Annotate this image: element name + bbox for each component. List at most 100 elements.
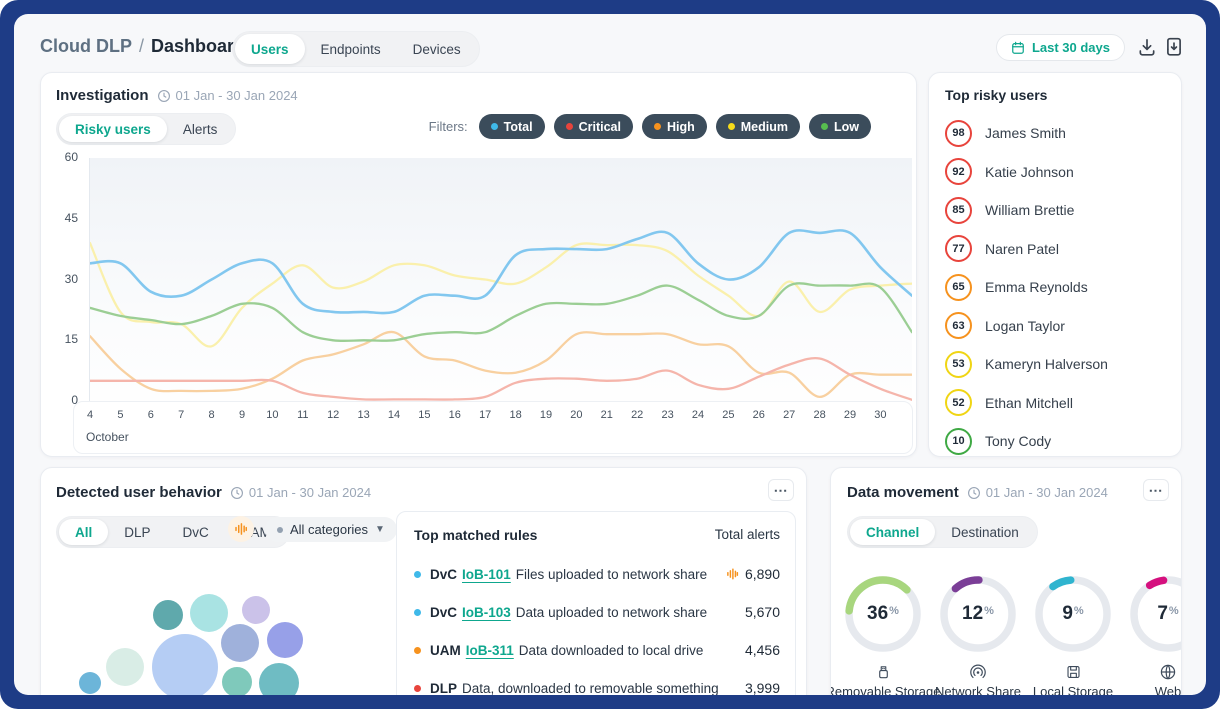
rule-category: DLP xyxy=(430,681,457,696)
rules-header: Top matched rules Total alerts xyxy=(414,527,780,543)
risky-user-item[interactable]: 53Kameryn Halverson xyxy=(945,345,1171,384)
behavior-date-chip: 01 Jan - 30 Jan 2024 xyxy=(230,485,371,500)
x-tick-label: 10 xyxy=(266,409,278,421)
behavior-bubble[interactable] xyxy=(106,648,144,686)
risky-user-item[interactable]: 77Naren Patel xyxy=(945,230,1171,269)
data-movement-tab-channel[interactable]: Channel xyxy=(850,519,935,545)
risky-user-item[interactable]: 65Emma Reynolds xyxy=(945,268,1171,307)
investigation-tab-alerts[interactable]: Alerts xyxy=(167,116,234,142)
filter-pill-critical[interactable]: Critical xyxy=(554,114,633,139)
rule-category: DvC xyxy=(430,605,457,620)
filter-pill-total[interactable]: Total xyxy=(479,114,545,139)
behavior-bubble[interactable] xyxy=(259,663,299,695)
behavior-bubble[interactable] xyxy=(242,596,270,624)
series-line-total xyxy=(90,230,912,313)
rule-severity-dot-icon xyxy=(414,571,421,578)
tab-devices[interactable]: Devices xyxy=(397,34,477,64)
behavior-tab-dvc[interactable]: DvC xyxy=(167,519,225,545)
risky-users-list: 98James Smith92Katie Johnson85William Br… xyxy=(945,114,1171,457)
filter-pill-low[interactable]: Low xyxy=(809,114,871,139)
behavior-bubble[interactable] xyxy=(222,667,252,695)
x-tick-label: 30 xyxy=(874,409,886,421)
download-icon[interactable] xyxy=(1136,37,1158,59)
investigation-title: Investigation xyxy=(56,87,149,104)
risky-user-item[interactable]: 10Tony Cody xyxy=(945,422,1171,457)
donut-percent-value: 9 xyxy=(1062,603,1073,625)
behavior-menu-button[interactable]: ⋯ xyxy=(768,479,794,501)
dashboard-app: Cloud DLP / Dashboards UsersEndpointsDev… xyxy=(14,14,1206,695)
investigation-tab-risky-users[interactable]: Risky users xyxy=(59,116,167,142)
filter-label: Critical xyxy=(579,120,621,134)
date-range-button[interactable]: Last 30 days xyxy=(996,34,1125,61)
behavior-date-range: 01 Jan - 30 Jan 2024 xyxy=(249,485,371,500)
rule-severity-dot-icon xyxy=(414,685,421,692)
export-report-icon[interactable] xyxy=(1163,37,1185,59)
investigation-date-range: 01 Jan - 30 Jan 2024 xyxy=(176,88,298,103)
x-tick-label: 4 xyxy=(87,409,93,421)
x-tick-label: 27 xyxy=(783,409,795,421)
series-line-low xyxy=(90,283,912,341)
rule-code-link[interactable]: IoB-103 xyxy=(462,605,511,620)
rule-alert-count: 5,670 xyxy=(745,604,780,620)
behavior-bubble[interactable] xyxy=(221,624,259,662)
filter-dot-icon xyxy=(821,123,828,130)
risky-user-item[interactable]: 52Ethan Mitchell xyxy=(945,384,1171,423)
risky-user-name: William Brettie xyxy=(985,202,1074,218)
rule-alert-count: 3,999 xyxy=(745,680,780,695)
rule-row: DvCIoB-103Data uploaded to network share… xyxy=(414,593,780,631)
risky-user-item[interactable]: 98James Smith xyxy=(945,114,1171,153)
risky-user-item[interactable]: 63Logan Taylor xyxy=(945,307,1171,346)
risk-score-badge: 63 xyxy=(945,312,972,339)
donut-percent: 36% xyxy=(841,572,925,656)
risk-score-badge: 52 xyxy=(945,389,972,416)
behavior-bubble[interactable] xyxy=(79,672,101,694)
filter-pill-medium[interactable]: Medium xyxy=(716,114,800,139)
rule-code-link[interactable]: IoB-311 xyxy=(466,643,514,658)
rule-alert-count: 6,890 xyxy=(745,566,780,582)
donut-ring: 36% xyxy=(841,572,925,656)
donut-percent: 12% xyxy=(936,572,1020,656)
donut-ring: 7% xyxy=(1126,572,1182,656)
risky-user-name: James Smith xyxy=(985,125,1066,141)
tab-endpoints[interactable]: Endpoints xyxy=(305,34,397,64)
equalizer-icon[interactable] xyxy=(228,516,254,542)
behavior-bubble[interactable] xyxy=(153,600,183,630)
filter-pill-high[interactable]: High xyxy=(642,114,707,139)
filter-label: Total xyxy=(504,120,533,134)
behavior-bubble[interactable] xyxy=(190,594,228,632)
donut-percent-value: 36 xyxy=(867,603,888,625)
investigation-panel: Investigation 01 Jan - 30 Jan 2024 Risky… xyxy=(40,72,917,457)
behavior-tab-dlp[interactable]: DLP xyxy=(108,519,166,545)
y-tick-label: 60 xyxy=(46,150,78,164)
rule-total-alerts: 4,456 xyxy=(745,642,780,658)
date-range-label: Last 30 days xyxy=(1032,40,1110,55)
risky-user-item[interactable]: 85William Brettie xyxy=(945,191,1171,230)
rules-title: Top matched rules xyxy=(414,527,537,543)
rules-total-alerts-header: Total alerts xyxy=(715,527,780,543)
x-tick-label: 14 xyxy=(388,409,400,421)
rule-category: UAM xyxy=(430,643,461,658)
filter-dot-icon xyxy=(728,123,735,130)
rule-code-link[interactable]: IoB-101 xyxy=(462,567,511,582)
breadcrumb-separator: / xyxy=(139,36,144,57)
filters-label: Filters: xyxy=(429,119,468,134)
data-movement-menu-button[interactable]: ⋯ xyxy=(1143,479,1169,501)
tab-users[interactable]: Users xyxy=(235,34,305,64)
rule-row: DvCIoB-101Files uploaded to network shar… xyxy=(414,555,780,593)
x-tick-label: 12 xyxy=(327,409,339,421)
percent-sign: % xyxy=(889,605,899,617)
behavior-bubble[interactable] xyxy=(152,634,218,695)
data-movement-tab-destination[interactable]: Destination xyxy=(935,519,1035,545)
category-filter-dropdown[interactable]: All categories ▼ xyxy=(265,517,397,542)
y-tick-label: 15 xyxy=(46,332,78,346)
x-tick-label: 19 xyxy=(540,409,552,421)
x-tick-label: 11 xyxy=(297,409,308,421)
donut-percent-value: 7 xyxy=(1157,603,1168,625)
risky-user-item[interactable]: 92Katie Johnson xyxy=(945,153,1171,192)
rules-list: DvCIoB-101Files uploaded to network shar… xyxy=(414,555,780,695)
donut-percent: 9% xyxy=(1031,572,1115,656)
behavior-bubble[interactable] xyxy=(267,622,303,658)
clock-icon xyxy=(230,486,244,500)
risk-score-badge: 92 xyxy=(945,158,972,185)
behavior-tab-all[interactable]: All xyxy=(59,519,108,545)
